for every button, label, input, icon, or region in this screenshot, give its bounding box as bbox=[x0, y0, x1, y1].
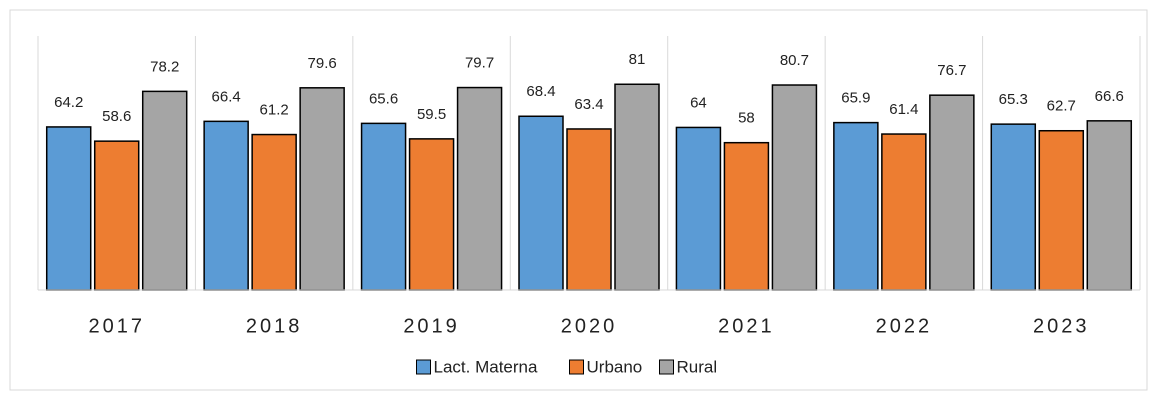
legend-swatch bbox=[416, 359, 431, 375]
data-label: 76.7 bbox=[937, 62, 966, 79]
legend-label: Lact. Materna bbox=[434, 357, 538, 376]
bar bbox=[360, 122, 407, 291]
bar bbox=[833, 121, 879, 291]
data-label: 63.4 bbox=[574, 96, 603, 113]
bar bbox=[251, 133, 297, 291]
x-tick-label: 2017 bbox=[88, 315, 145, 337]
bar bbox=[675, 126, 722, 291]
bar bbox=[45, 126, 92, 291]
data-label: 61.2 bbox=[260, 102, 289, 119]
bar bbox=[929, 94, 975, 291]
data-label: 61.4 bbox=[889, 101, 918, 118]
bar bbox=[990, 123, 1037, 291]
bar bbox=[1086, 120, 1133, 291]
data-label: 62.7 bbox=[1047, 98, 1076, 115]
data-label: 81 bbox=[629, 51, 646, 68]
data-label: 68.4 bbox=[526, 83, 555, 100]
data-label: 78.2 bbox=[150, 58, 179, 75]
bar bbox=[614, 83, 660, 291]
data-label: 65.3 bbox=[999, 91, 1028, 108]
bar bbox=[771, 84, 818, 291]
data-label: 64.2 bbox=[54, 94, 83, 111]
bar bbox=[881, 133, 927, 291]
bar bbox=[723, 141, 770, 291]
legend-label: Rural bbox=[677, 357, 718, 376]
data-label: 79.7 bbox=[465, 55, 494, 72]
data-label: 58.6 bbox=[102, 108, 131, 125]
bar bbox=[141, 90, 188, 291]
x-tick-label: 2019 bbox=[403, 315, 460, 337]
x-tick-label: 2018 bbox=[246, 315, 303, 337]
data-label: 59.5 bbox=[417, 106, 446, 123]
data-label: 65.9 bbox=[841, 90, 870, 107]
data-label: 65.6 bbox=[369, 90, 398, 107]
bar bbox=[1038, 129, 1085, 291]
legend-swatch bbox=[659, 359, 674, 375]
data-label: 80.7 bbox=[780, 52, 809, 69]
bar bbox=[408, 138, 455, 291]
legend-swatch bbox=[569, 359, 584, 375]
data-label: 66.6 bbox=[1095, 88, 1124, 105]
bar bbox=[518, 115, 564, 291]
data-label: 79.6 bbox=[308, 55, 337, 72]
legend-label: Urbano bbox=[587, 357, 643, 376]
x-tick-label: 2022 bbox=[876, 315, 933, 337]
x-tick-label: 2021 bbox=[718, 315, 775, 337]
data-label: 66.4 bbox=[212, 88, 241, 105]
data-label: 58 bbox=[738, 110, 755, 127]
data-label: 64 bbox=[690, 94, 707, 111]
x-tick-label: 2023 bbox=[1033, 315, 1090, 337]
bar bbox=[299, 87, 345, 291]
bar bbox=[456, 86, 503, 291]
bar bbox=[93, 140, 140, 291]
bar bbox=[566, 128, 612, 291]
x-tick-label: 2020 bbox=[561, 315, 618, 337]
bar bbox=[203, 120, 249, 291]
